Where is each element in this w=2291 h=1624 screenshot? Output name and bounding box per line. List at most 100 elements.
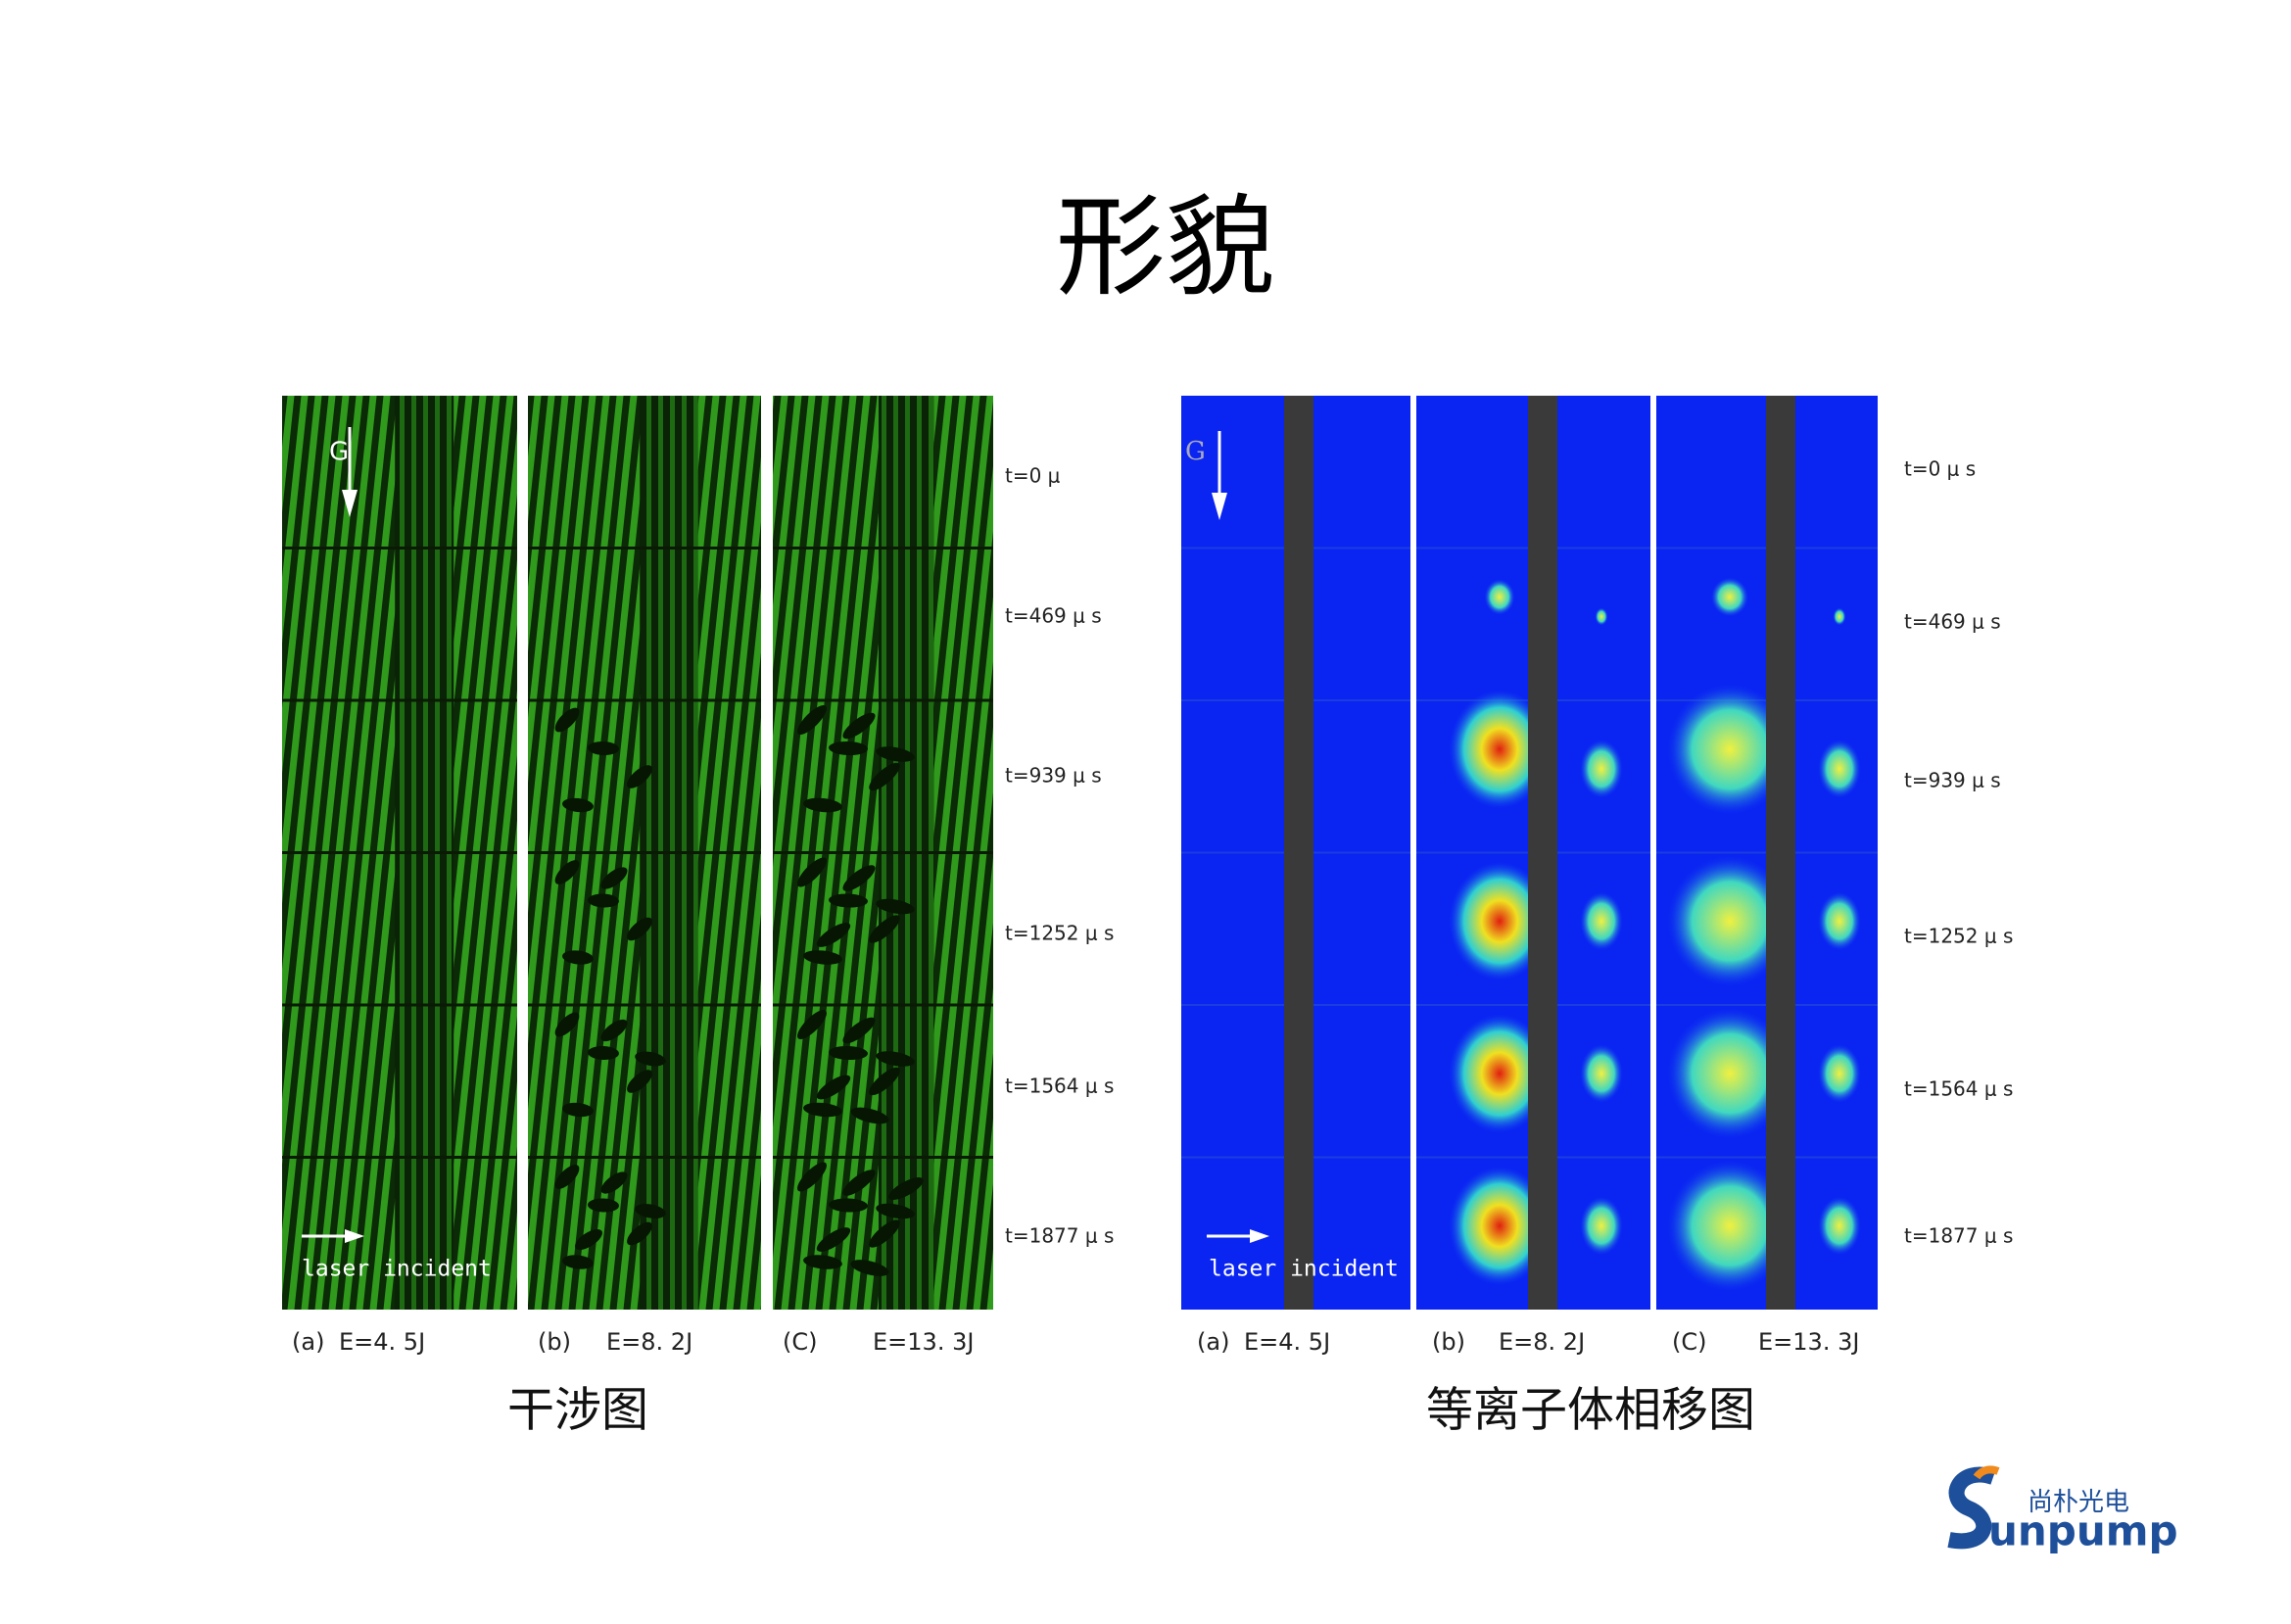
panel-label: (a) bbox=[1197, 1328, 1229, 1356]
plasma-blob bbox=[1580, 1044, 1623, 1103]
fringe-distortion bbox=[562, 797, 594, 813]
fringe-distortion bbox=[562, 1102, 594, 1118]
logo-accent bbox=[1973, 1465, 2000, 1480]
time-label: t=1877 μ s bbox=[1904, 1224, 2013, 1248]
fringe-distortion bbox=[635, 1051, 666, 1067]
fringe-distortion bbox=[803, 1102, 842, 1118]
fringe-distortion bbox=[876, 898, 915, 915]
gravity-arrowhead bbox=[342, 490, 358, 517]
fringe-distortion bbox=[869, 1067, 900, 1096]
plasma-blob bbox=[1484, 579, 1515, 615]
panel-label: (C) bbox=[1672, 1328, 1706, 1356]
laser-arrowhead bbox=[1250, 1229, 1269, 1243]
plasma-blob bbox=[1818, 891, 1861, 951]
fringe-distortion bbox=[554, 1012, 580, 1037]
plasma-blob bbox=[1710, 577, 1749, 617]
fringe-distortion bbox=[816, 1075, 851, 1100]
plasma-blob bbox=[1449, 1166, 1551, 1286]
fringe-distortion bbox=[869, 762, 900, 791]
plasma-blob bbox=[1449, 690, 1551, 809]
time-label: t=1564 μ s bbox=[1904, 1077, 2013, 1101]
fringe-distortion bbox=[876, 1203, 915, 1219]
fringe-distortion bbox=[803, 950, 842, 965]
fringe-distortion bbox=[850, 1107, 889, 1124]
time-label: t=939 μ s bbox=[1005, 764, 1102, 788]
plasma-blob bbox=[1818, 1196, 1861, 1256]
gravity-label: G bbox=[329, 438, 349, 467]
fringe-distortion bbox=[554, 860, 580, 884]
fringe-distortion bbox=[816, 1227, 851, 1252]
fringe-distortion bbox=[876, 1051, 915, 1067]
time-label: t=1252 μ s bbox=[1904, 925, 2013, 948]
panel-label: (C) bbox=[783, 1328, 817, 1356]
fringe-distortion bbox=[888, 1177, 924, 1200]
fringe-distortion bbox=[627, 917, 652, 941]
fringe-distortion bbox=[797, 857, 827, 887]
fringe-distortion bbox=[554, 707, 580, 733]
panel-label: (b) bbox=[538, 1328, 571, 1356]
plasma-blob bbox=[1667, 1160, 1792, 1292]
logo-english: unpump bbox=[1988, 1507, 2178, 1555]
time-label: t=1252 μ s bbox=[1005, 922, 1114, 945]
panel-label: (a) bbox=[292, 1328, 324, 1356]
panel-energy: E=13. 3J bbox=[1758, 1328, 1859, 1356]
logo-mark bbox=[1947, 1466, 1996, 1550]
logo-chinese: 尚朴光电 bbox=[2028, 1488, 2129, 1517]
panel-energy: E=13. 3J bbox=[873, 1328, 974, 1356]
fringe-distortion bbox=[869, 1219, 900, 1248]
fringe-distortion bbox=[842, 712, 876, 740]
gravity-label: G bbox=[1185, 437, 1206, 466]
plasma-blob bbox=[1580, 740, 1623, 798]
plasma-blob bbox=[1449, 861, 1551, 981]
interferogram-caption: 干涉图 bbox=[507, 1383, 648, 1438]
mask-bar bbox=[1528, 396, 1557, 1310]
fringe-distortion bbox=[588, 893, 619, 908]
fringe-distortion bbox=[797, 705, 827, 735]
fringe-distortion bbox=[562, 1255, 594, 1269]
plasma-blob bbox=[1449, 1014, 1551, 1133]
fringe-distortion bbox=[797, 1010, 827, 1039]
fringe-distortion bbox=[829, 1045, 868, 1061]
fringe-distortion bbox=[869, 915, 900, 943]
fringe-distortion bbox=[575, 1228, 602, 1251]
fringe-distortion bbox=[554, 1165, 580, 1189]
fringe-distortion bbox=[842, 1170, 876, 1196]
phase-shift-caption: 等离子体相移图 bbox=[1426, 1383, 1755, 1438]
time-label: t=469 μ s bbox=[1904, 610, 2001, 634]
fringe-distortion bbox=[816, 923, 851, 947]
plasma-blob bbox=[1818, 1044, 1861, 1103]
fringe-distortion bbox=[842, 865, 876, 891]
fringe-distortion bbox=[803, 1255, 842, 1269]
plasma-blob bbox=[1818, 740, 1861, 798]
time-label: t=939 μ s bbox=[1904, 769, 2001, 792]
plasma-blob bbox=[1667, 684, 1792, 815]
plasma-blob bbox=[1580, 1196, 1623, 1256]
time-label: t=1564 μ s bbox=[1005, 1075, 1114, 1098]
mask-bar bbox=[1766, 396, 1795, 1310]
fringe-distortion bbox=[600, 1019, 628, 1042]
fringe-distortion bbox=[562, 950, 594, 965]
panel-gap bbox=[1410, 396, 1416, 1310]
fringe-distortion bbox=[829, 740, 868, 756]
panel-label: (b) bbox=[1432, 1328, 1465, 1356]
fringe-distortion bbox=[600, 867, 628, 889]
fringe-distortion bbox=[627, 1070, 652, 1093]
plasma-blob bbox=[1580, 891, 1623, 951]
gravity-arrowhead bbox=[1212, 493, 1227, 520]
panel-energy: E=4. 5J bbox=[339, 1328, 425, 1356]
fringe-distortion bbox=[829, 893, 868, 908]
fringe-distortion bbox=[876, 746, 915, 762]
panel-energy: E=8. 2J bbox=[1499, 1328, 1585, 1356]
laser-label: laser incident bbox=[1209, 1257, 1399, 1282]
mask-bar bbox=[1284, 396, 1313, 1310]
time-label: t=0 μ s bbox=[1904, 457, 1976, 481]
fringe-distortion bbox=[627, 765, 652, 788]
slide-title: 形貌 bbox=[1056, 184, 1275, 311]
fringe-distortion bbox=[797, 1162, 827, 1192]
time-label: t=1877 μ s bbox=[1005, 1224, 1114, 1248]
fringe-distortion bbox=[627, 1221, 652, 1246]
logo: 尚朴光电 unpump bbox=[1947, 1465, 2178, 1555]
